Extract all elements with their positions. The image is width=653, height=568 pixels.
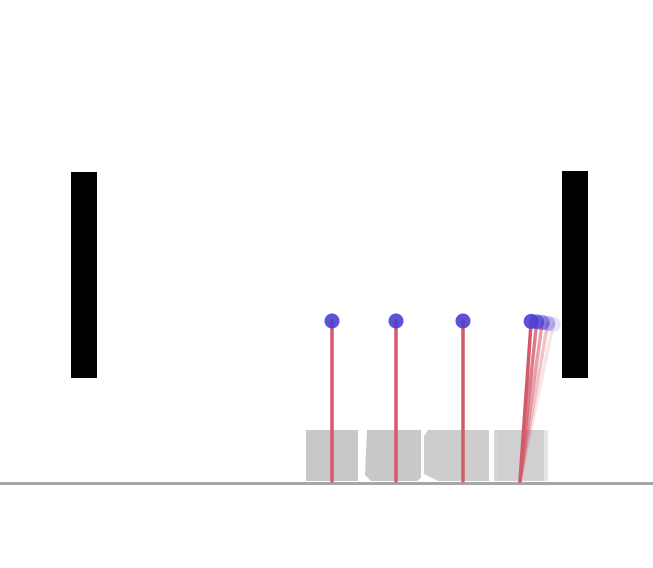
cart-3-body (424, 430, 489, 481)
cart-4-bob (524, 314, 539, 329)
right-wall (562, 171, 588, 378)
cart-2-bob (389, 314, 404, 329)
cart-1-bob (325, 314, 340, 329)
ground-line (0, 482, 653, 485)
left-wall (71, 172, 97, 378)
cart-2-body (365, 430, 421, 481)
cart-3-bob (456, 314, 471, 329)
